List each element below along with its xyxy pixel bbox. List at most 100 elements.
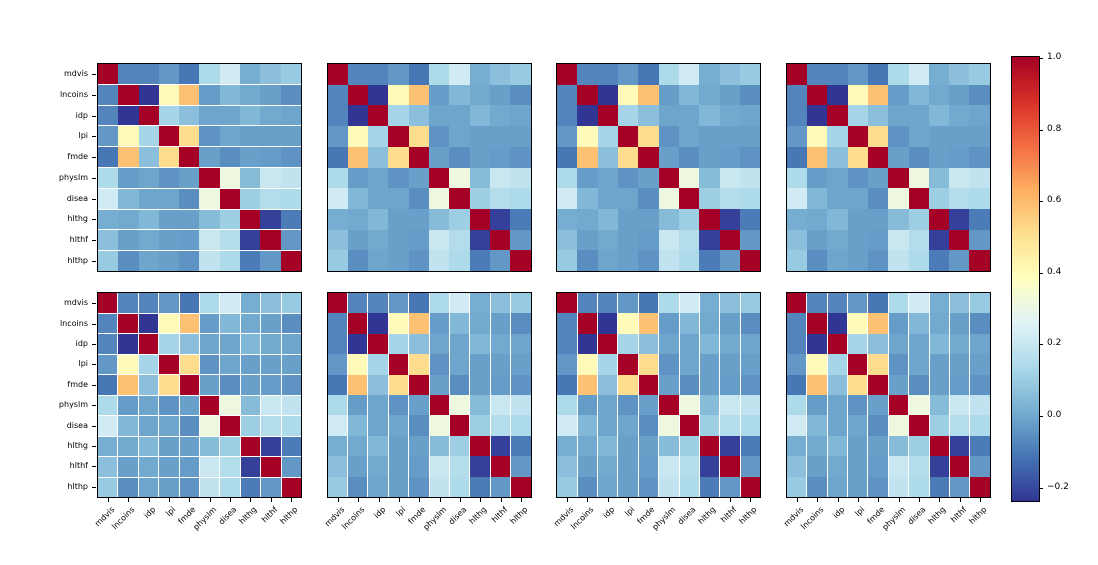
heatmap-cell [719,84,740,106]
heatmap-cell [949,105,970,127]
heatmap-cell [280,64,301,84]
heatmap-cell [511,293,531,314]
heatmap-cell [928,126,950,147]
heatmap-cell [449,64,470,85]
heatmap-cell [557,435,577,457]
x-tick-mark [857,498,859,502]
heatmap-cell [138,457,159,477]
heatmap-cell [138,375,159,395]
heatmap-cell [219,167,241,188]
heatmap-cell [158,188,180,209]
heatmap-cell [260,64,281,84]
heatmap-cell [557,167,578,189]
heatmap-cell [220,436,240,456]
y-tick-mark [92,487,96,488]
heatmap-cell [847,354,868,375]
heatmap-cell [679,415,699,436]
heatmap-cell [118,230,139,251]
heatmap-cell [118,477,138,497]
heatmap-cell [638,250,659,271]
heatmap-cell [659,313,679,334]
heatmap-cell [220,477,240,497]
x-tick-mark [108,498,109,502]
heatmap-cell [720,435,740,457]
heatmap-cell [280,147,301,167]
heatmap-cell [928,188,950,209]
heatmap-cell [949,333,970,355]
heatmap-cell [557,293,577,314]
heatmap-cell [98,457,118,477]
heatmap-cell [240,147,261,167]
heatmap-cell [449,208,470,230]
heatmap-cell [388,229,409,251]
heatmap-cell [240,230,261,251]
heatmap-cell [490,354,511,375]
heatmap-cell [511,333,531,355]
heatmap-cell [970,435,990,457]
heatmap-cell [679,293,699,314]
heatmap-cell [786,229,808,251]
heatmap-cell [618,126,639,147]
heatmap-cell [199,354,220,374]
heatmap-cell [969,208,990,230]
heatmap-cell [719,167,740,189]
heatmap-cell [347,229,369,251]
heatmap-cell [179,209,200,230]
heatmap-cell [138,251,159,271]
heatmap-cell [159,354,179,374]
heatmap-cell [847,167,868,189]
heatmap-cell [470,354,490,375]
heatmap-cell [929,394,949,416]
heatmap-cell [368,374,388,395]
heatmap-cell [98,395,118,415]
heatmap-cell [908,64,929,85]
x-tick-mark [648,498,650,502]
heatmap-cell [388,435,409,457]
heatmap-cell [510,146,531,168]
heatmap-cell [199,251,220,271]
heatmap-cell [888,250,909,271]
heatmap-cell [347,293,368,314]
heatmap-cell [220,293,240,313]
heatmap-cell [409,313,429,334]
heatmap-cell [827,313,847,334]
y-tick-label: disea [66,194,88,203]
heatmap-cell [847,126,868,147]
heatmap-cell [658,188,679,209]
heatmap-cell [159,416,179,436]
heatmap-cell [98,188,119,209]
heatmap-cell [388,293,409,314]
heatmap-cell [949,415,970,436]
heatmap-cell [847,394,868,416]
heatmap-cell [928,229,950,251]
colorbar-tick-mark [1039,488,1043,489]
heatmap-cell [827,333,847,355]
heatmap-cell [618,105,639,127]
heatmap-cell [909,333,929,355]
heatmap-cell [408,167,430,189]
heatmap-cell [888,64,909,85]
heatmap-cell [327,313,347,334]
heatmap-cell [388,415,409,436]
heatmap-cell [949,84,970,106]
colorbar-tick-label: 0.4 [1047,267,1062,277]
x-tick-label: hlthg [237,505,259,526]
heatmap-cell [368,293,388,314]
heatmap-cell [429,333,449,355]
heatmap-cell [261,477,281,497]
heatmap-cell [949,435,970,457]
colorbar-tick-mark [1039,58,1043,59]
heatmap-cell [557,394,577,416]
heatmap-cell [327,250,348,271]
heatmap-cell [469,126,490,147]
heatmap-cell [949,354,970,375]
heatmap-cell [138,313,159,333]
heatmap-cell [490,476,511,497]
heatmap-cell [807,333,827,355]
heatmap-panel-r1c1: mdvis lncoins idp lpi fmde physlm disea hlthg hl… [323,292,532,532]
heatmap-cell [408,126,430,147]
heatmap-cell [510,188,531,209]
y-tick-label: fmde [67,152,88,161]
x-tick-mark [149,498,150,502]
heatmap-cell [740,293,761,314]
